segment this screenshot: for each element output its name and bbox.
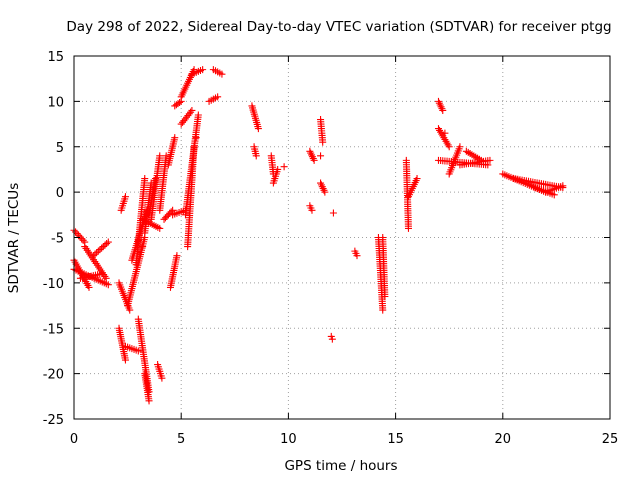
data-point <box>171 134 179 142</box>
data-point <box>96 246 104 254</box>
data-point <box>445 143 453 151</box>
x-axis-label: GPS time / hours <box>284 458 397 474</box>
data-point <box>456 143 464 151</box>
data-point <box>194 111 202 119</box>
y-tick-label: -5 <box>51 232 64 247</box>
data-point <box>550 191 558 199</box>
data-point <box>72 228 80 236</box>
data-point <box>214 93 222 101</box>
data-point <box>173 252 181 260</box>
data-point <box>134 347 142 355</box>
data-point <box>254 125 262 133</box>
data-point <box>104 281 112 289</box>
y-tick-label: 0 <box>56 186 64 201</box>
data-point <box>308 206 316 214</box>
data-point <box>199 66 207 74</box>
data-point <box>404 224 412 232</box>
data-point <box>559 182 567 190</box>
x-tick-label: 20 <box>495 432 512 447</box>
y-tick-label: -15 <box>43 322 64 337</box>
chart-title: Day 298 of 2022, Sidereal Day-to-day VTE… <box>66 19 611 35</box>
data-point <box>103 240 111 248</box>
data-point <box>190 143 198 151</box>
data-point <box>121 193 129 201</box>
data-point <box>280 163 288 171</box>
data-point <box>91 250 99 258</box>
grid <box>74 56 610 419</box>
x-tick-label: 5 <box>177 432 185 447</box>
data-point <box>187 108 195 116</box>
data-point <box>252 152 260 160</box>
x-tick-label: 15 <box>387 432 404 447</box>
data-point <box>310 156 318 164</box>
data-point <box>329 209 337 217</box>
y-tick-label: 10 <box>47 95 64 110</box>
data-point <box>477 156 485 164</box>
y-tick-label: 15 <box>47 50 64 65</box>
data-point <box>176 99 184 107</box>
data-point <box>218 70 226 78</box>
data-point <box>99 243 107 251</box>
data-point <box>101 241 109 249</box>
data-point <box>486 156 494 164</box>
data-point <box>413 175 421 183</box>
data-point <box>85 283 93 291</box>
y-tick-label: -10 <box>43 277 64 292</box>
data-point <box>156 224 164 232</box>
x-tick-label: 10 <box>280 432 297 447</box>
y-tick-label: -25 <box>43 413 64 428</box>
data-point <box>188 106 196 114</box>
data-point <box>76 233 84 241</box>
data-point <box>162 152 170 160</box>
data-point <box>321 188 329 196</box>
data-point <box>73 230 81 238</box>
axes: 0 5 10 15 20 25 -25 -20 -15 -10 -5 0 5 10 15 <box>43 50 619 447</box>
data-point <box>353 252 361 260</box>
y-tick-label: 5 <box>56 141 64 156</box>
data-point <box>139 243 147 251</box>
data-point <box>274 165 282 173</box>
data-point <box>141 175 149 183</box>
data-point <box>158 374 166 382</box>
data-point <box>379 306 387 314</box>
data-point <box>104 238 112 246</box>
data-point <box>78 235 86 243</box>
data-point <box>102 274 110 282</box>
data-point <box>126 306 134 314</box>
data-point <box>93 249 101 257</box>
data-point <box>94 247 102 255</box>
data-point <box>79 236 87 244</box>
x-tick-label: 0 <box>70 432 78 447</box>
y-tick-label: -20 <box>43 368 64 383</box>
data-point <box>89 252 97 260</box>
data-point <box>121 356 129 364</box>
y-axis-label: SDTVAR / TECUs <box>6 183 22 293</box>
data-point <box>381 292 389 300</box>
data-point <box>328 335 336 343</box>
data-points <box>70 66 567 405</box>
data-point <box>319 138 327 146</box>
data-point <box>156 152 164 160</box>
data-point <box>151 175 159 183</box>
data-point <box>317 152 325 160</box>
data-point <box>439 106 447 114</box>
data-point <box>441 129 449 137</box>
data-point <box>98 244 106 252</box>
data-point <box>145 397 153 405</box>
data-point <box>167 208 175 216</box>
x-tick-label: 25 <box>602 432 619 447</box>
data-point <box>192 134 200 142</box>
